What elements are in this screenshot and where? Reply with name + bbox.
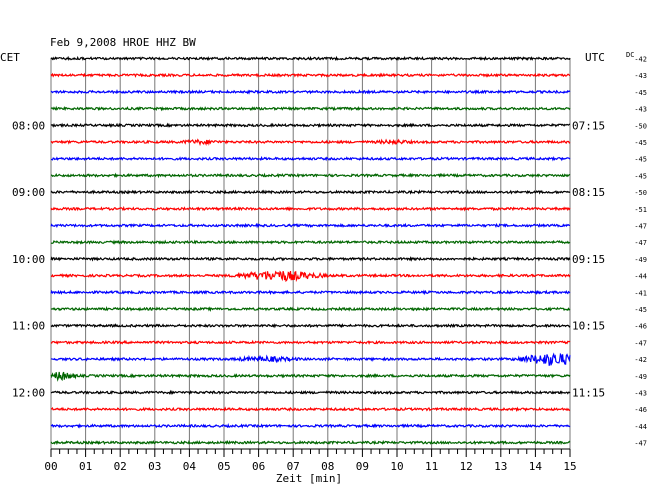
seismic-trace xyxy=(50,389,571,396)
seismic-trace xyxy=(50,352,571,367)
dc-offset-label: -45 xyxy=(634,139,647,147)
dc-offset-label: -45 xyxy=(634,156,647,164)
dc-offset-label: -45 xyxy=(634,172,647,180)
x-tick-label: 04 xyxy=(183,460,197,473)
seismic-trace xyxy=(50,55,571,62)
seismic-trace xyxy=(50,205,571,212)
dc-offset-label: -51 xyxy=(634,206,647,214)
x-tick-label: 05 xyxy=(217,460,230,473)
seismic-trace xyxy=(51,172,571,179)
seismic-trace xyxy=(50,371,571,382)
seismic-trace xyxy=(50,105,571,112)
seismic-trace xyxy=(50,122,571,129)
seismic-trace xyxy=(50,306,571,312)
grid-lines xyxy=(50,58,571,449)
x-tick-label: 02 xyxy=(114,460,127,473)
left-timezone-label: CET xyxy=(0,51,20,64)
x-tick-label: 15 xyxy=(563,460,576,473)
x-tick-label: 09 xyxy=(356,460,369,473)
right-timezone-label: UTC xyxy=(585,51,605,64)
seismic-trace xyxy=(50,89,571,95)
dc-offset-label: -49 xyxy=(634,256,647,264)
right-time-label: 11:15 xyxy=(572,387,605,400)
x-tick-label: 14 xyxy=(529,460,543,473)
dc-offset-label: -43 xyxy=(634,106,647,114)
left-time-label: 10:00 xyxy=(12,253,45,266)
x-tick-label: 03 xyxy=(148,460,161,473)
x-tick-label: 12 xyxy=(460,460,473,473)
left-time-label: 11:00 xyxy=(12,320,45,333)
dc-offset-label: -49 xyxy=(634,373,647,381)
dc-offset-label: -42 xyxy=(634,56,647,64)
dc-offset-label: -43 xyxy=(634,72,647,80)
seismic-trace xyxy=(50,339,571,345)
dc-offset-label: -50 xyxy=(634,122,647,130)
x-tick-label: 06 xyxy=(252,460,265,473)
dc-offset-label: -45 xyxy=(634,306,647,314)
seismic-trace xyxy=(50,72,571,78)
seismic-trace xyxy=(50,323,571,329)
dc-offset-label: -43 xyxy=(634,390,647,398)
seismic-trace xyxy=(50,189,571,195)
seismic-trace xyxy=(50,439,571,446)
left-time-label: 08:00 xyxy=(12,119,45,132)
x-tick-label: 13 xyxy=(494,460,507,473)
dc-offset-label: -45 xyxy=(634,89,647,97)
seismic-trace xyxy=(50,138,571,147)
x-tick-label: 01 xyxy=(79,460,92,473)
seismic-trace xyxy=(50,256,571,262)
seismic-trace xyxy=(50,289,571,296)
right-time-label: 10:15 xyxy=(572,320,605,333)
dc-offset-label: -50 xyxy=(634,189,647,197)
dc-offset-label: -44 xyxy=(634,273,647,281)
x-tick-label: 08 xyxy=(321,460,334,473)
x-axis-label: Zeit [min] xyxy=(276,472,342,485)
seismic-trace xyxy=(50,423,571,429)
left-time-label: 09:00 xyxy=(12,186,45,199)
time-labels: -42 -43 -45 -43 -50 -45 -45 -45 -50 -51 -47 -47 -49 -… xyxy=(12,56,647,448)
seismic-trace xyxy=(51,155,571,162)
dc-offset-label: -44 xyxy=(634,423,647,431)
dc-offset-label: -47 xyxy=(634,440,647,448)
seismic-trace xyxy=(50,222,571,229)
x-tick-label: 07 xyxy=(287,460,300,473)
dc-offset-label: -47 xyxy=(634,223,647,231)
seismic-trace xyxy=(50,270,571,283)
x-tick-label: 00 xyxy=(44,460,57,473)
dc-label: DC xyxy=(626,51,634,59)
x-tick-label: 11 xyxy=(425,460,438,473)
traces xyxy=(50,55,571,446)
seismic-trace xyxy=(50,239,571,245)
seismic-trace xyxy=(50,406,571,412)
right-time-label: 09:15 xyxy=(572,253,605,266)
dc-offset-label: -47 xyxy=(634,239,647,247)
dc-offset-label: -41 xyxy=(634,289,647,297)
dc-offset-label: -46 xyxy=(634,323,647,331)
right-time-label: 07:15 xyxy=(572,119,605,132)
dc-offset-label: -47 xyxy=(634,339,647,347)
dc-offset-label: -46 xyxy=(634,406,647,414)
left-time-label: 12:00 xyxy=(12,387,45,400)
dc-offset-label: -42 xyxy=(634,356,647,364)
right-time-label: 08:15 xyxy=(572,186,605,199)
x-tick-label: 10 xyxy=(390,460,403,473)
x-axis: 00 01 02 03 04 05 06 07 08 09 10 11 12 13 14 15 xyxy=(44,448,577,473)
chart-title: Feb 9,2008 HROE HHZ BW xyxy=(50,36,196,49)
